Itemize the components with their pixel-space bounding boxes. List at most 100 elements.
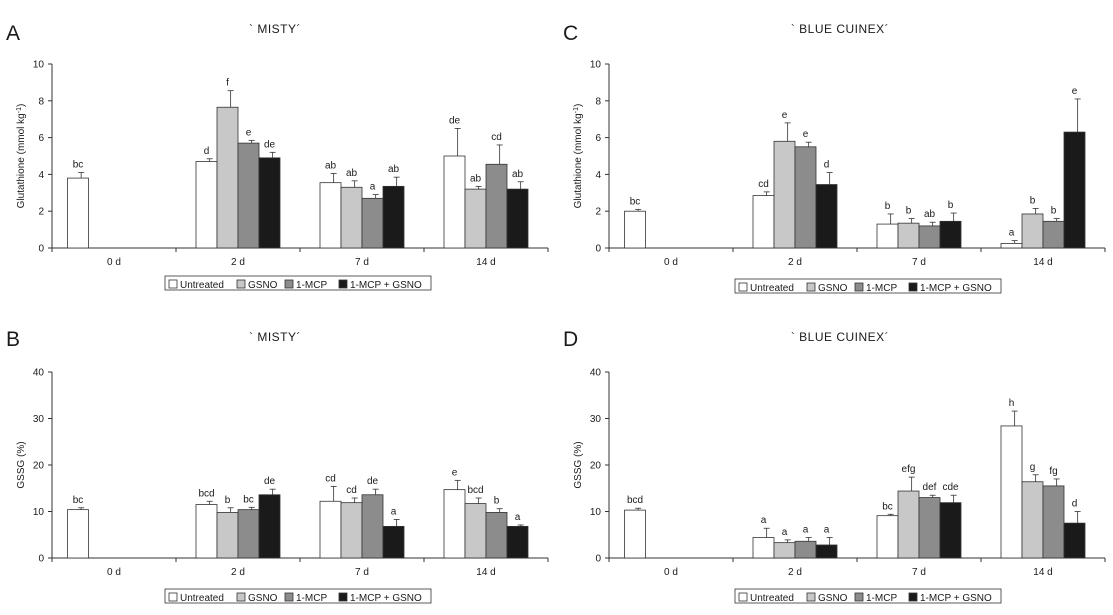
panel-letter: B xyxy=(6,328,20,351)
x-tick-label: 2 d xyxy=(231,567,245,578)
chart-panel-b: B ` MISTY´ 0 10 20 30 40 GSSG (%) 0 d 2 d 7 d 14 d b… xyxy=(6,328,549,604)
significance-label: de xyxy=(264,139,276,150)
significance-label: bcd xyxy=(198,488,214,499)
significance-label: ab xyxy=(470,173,482,184)
x-tick-label: 0 d xyxy=(664,567,678,578)
panel-title: ` MISTY´ xyxy=(249,22,301,36)
significance-label: cd xyxy=(491,132,502,143)
legend-swatch xyxy=(284,279,294,289)
legend-label: GSNO xyxy=(248,593,278,604)
legend-swatch xyxy=(236,592,246,602)
significance-label: a xyxy=(391,506,397,517)
bar-1-mcp xyxy=(794,540,817,559)
significance-label: de xyxy=(367,476,379,487)
legend-box xyxy=(164,588,432,604)
legend-swatch xyxy=(854,282,864,292)
y-tick-label: 2 xyxy=(38,207,44,218)
significance-label: bc xyxy=(630,196,641,207)
legend-swatch xyxy=(168,279,178,289)
x-tick-label: 7 d xyxy=(912,567,926,578)
significance-label: bcd xyxy=(627,495,643,506)
legend: Untreated GSNO 1-MCP 1-MCP + GSNO xyxy=(734,588,1002,604)
legend-swatch xyxy=(168,592,178,602)
bar-untreated xyxy=(752,537,775,559)
significance-label: b xyxy=(885,201,891,212)
significance-label: b xyxy=(906,206,912,217)
panel-letter: A xyxy=(6,22,20,45)
bar-gsno xyxy=(897,222,920,249)
bar-gsno xyxy=(773,542,796,559)
y-tick-label: 10 xyxy=(590,507,602,518)
bar-1-mcp-gsno xyxy=(815,544,838,559)
legend-box xyxy=(734,278,1002,294)
significance-label: a xyxy=(761,515,767,526)
y-tick-label: 0 xyxy=(38,244,44,255)
y-axis-label: GSSG (%) xyxy=(573,441,584,488)
significance-label: a xyxy=(803,525,809,536)
y-tick-label: 6 xyxy=(595,133,601,144)
significance-label: bcd xyxy=(467,485,483,496)
significance-label: b xyxy=(948,200,954,211)
y-tick-label: 10 xyxy=(33,507,45,518)
significance-label: bc xyxy=(882,501,893,512)
legend-swatch xyxy=(236,279,246,289)
significance-label: cd xyxy=(758,179,769,190)
bar-gsno xyxy=(340,502,363,559)
significance-label: b xyxy=(494,496,500,507)
bar-1-mcp-gsno xyxy=(939,502,962,559)
bar-untreated xyxy=(319,500,342,559)
significance-label: d xyxy=(204,146,210,157)
legend-label: 1-MCP xyxy=(866,283,897,294)
bar-untreated xyxy=(67,509,89,559)
x-tick-label: 14 d xyxy=(476,257,495,268)
x-tick-label: 14 d xyxy=(476,567,495,578)
y-tick-label: 4 xyxy=(38,170,44,181)
bar-1-mcp xyxy=(918,497,941,559)
legend-swatch xyxy=(338,592,348,602)
significance-label: fg xyxy=(1049,466,1057,477)
bar-1-mcp xyxy=(237,142,260,249)
bar-1-mcp xyxy=(237,509,260,559)
y-tick-label: 8 xyxy=(38,96,44,107)
legend-swatch xyxy=(284,592,294,602)
significance-label: e xyxy=(452,467,458,478)
bar-1-mcp-gsno xyxy=(1063,522,1086,559)
bar-untreated xyxy=(443,155,466,249)
y-tick-label: 8 xyxy=(595,96,601,107)
bar-1-mcp-gsno xyxy=(506,525,529,559)
y-tick-label: 2 xyxy=(595,207,601,218)
legend-label: Untreated xyxy=(180,280,224,291)
bar-1-mcp xyxy=(794,146,817,249)
legend-swatch xyxy=(806,282,816,292)
y-tick-label: 40 xyxy=(33,368,45,379)
bar-untreated xyxy=(876,223,899,249)
significance-label: ab xyxy=(388,164,400,175)
x-tick-label: 2 d xyxy=(231,257,245,268)
bar-untreated xyxy=(443,489,466,559)
y-axis-label: Glutathione (mmol kg-1) xyxy=(16,104,28,209)
significance-label: ab xyxy=(924,209,936,220)
legend-label: 1-MCP + GSNO xyxy=(350,280,422,291)
panel-letter: C xyxy=(563,22,578,45)
bar-untreated xyxy=(1000,425,1023,559)
significance-label: de xyxy=(449,115,461,126)
significance-label: bc xyxy=(73,495,84,506)
y-axis-label: Glutathione (mmol kg-1) xyxy=(573,104,585,209)
legend: Untreated GSNO 1-MCP 1-MCP + GSNO xyxy=(734,278,1002,294)
x-tick-label: 2 d xyxy=(788,257,802,268)
significance-label: g xyxy=(1030,462,1036,473)
legend-label: Untreated xyxy=(180,593,224,604)
y-tick-label: 10 xyxy=(33,60,45,71)
significance-label: ab xyxy=(325,160,337,171)
bar-1-mcp-gsno xyxy=(382,185,405,249)
legend-label: Untreated xyxy=(750,283,794,294)
chart-panel-a: A ` MISTY´ 0 2 4 6 8 10 Glutathione (mmol kg-1) 0… xyxy=(6,22,549,291)
bar-gsno xyxy=(216,512,239,559)
y-tick-label: 30 xyxy=(33,414,45,425)
x-tick-label: 14 d xyxy=(1033,567,1052,578)
bar-1-mcp xyxy=(361,494,384,559)
legend-swatch xyxy=(854,592,864,602)
x-tick-label: 2 d xyxy=(788,567,802,578)
bar-gsno xyxy=(340,186,363,249)
